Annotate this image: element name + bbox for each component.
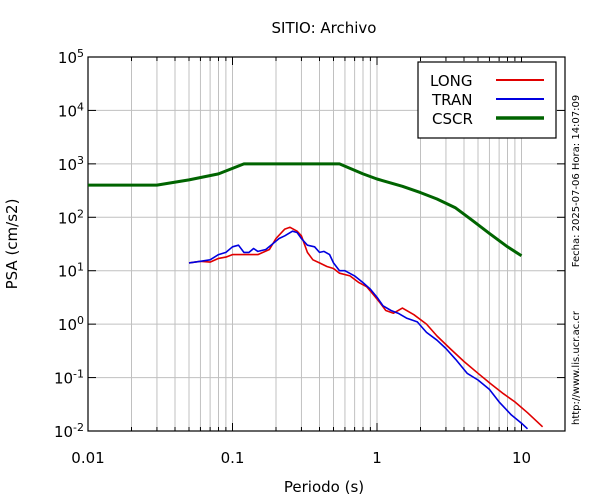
y-tick-label: 100 <box>58 314 84 334</box>
y-tick-label: 102 <box>58 207 84 227</box>
x-tick-label: 1 <box>372 449 382 467</box>
series-line-tran <box>188 230 529 430</box>
series-line-cscr <box>88 162 523 258</box>
legend-label-long: LONG <box>430 72 472 90</box>
chart-title: SITIO: Archivo <box>272 19 377 37</box>
x-axis-tick-labels: 0.01 0.1 1 10 <box>71 449 531 467</box>
source-url: http://www.lis.ucr.ac.cr <box>571 310 582 425</box>
x-tick-label: 10 <box>512 449 531 467</box>
y-tick-label: 10-2 <box>54 421 84 441</box>
y-tick-label: 105 <box>58 47 84 67</box>
legend: LONG TRAN CSCR <box>417 61 557 139</box>
y-tick-label: 101 <box>58 261 84 281</box>
date-time-stamp: Fecha: 2025-07-06 Hora: 14:07:09 <box>571 95 582 268</box>
x-tick-label: 0.01 <box>71 449 104 467</box>
legend-label-tran: TRAN <box>431 91 472 109</box>
y-axis-label: PSA (cm/s2) <box>3 199 21 290</box>
y-axis-tick-labels: 10-2 10-1 100 101 102 103 104 105 <box>54 47 84 441</box>
x-tick-label: 0.1 <box>221 449 245 467</box>
legend-label-cscr: CSCR <box>432 110 473 128</box>
y-tick-label: 104 <box>58 100 84 120</box>
plot-frame <box>87 56 566 432</box>
data-series <box>88 162 544 430</box>
x-axis-label: Periodo (s) <box>284 478 364 496</box>
grid-lines <box>87 56 566 432</box>
axis-ticks <box>87 56 566 432</box>
y-tick-label: 103 <box>58 154 84 174</box>
y-tick-label: 10-1 <box>54 368 84 388</box>
series-line-long <box>188 226 544 428</box>
